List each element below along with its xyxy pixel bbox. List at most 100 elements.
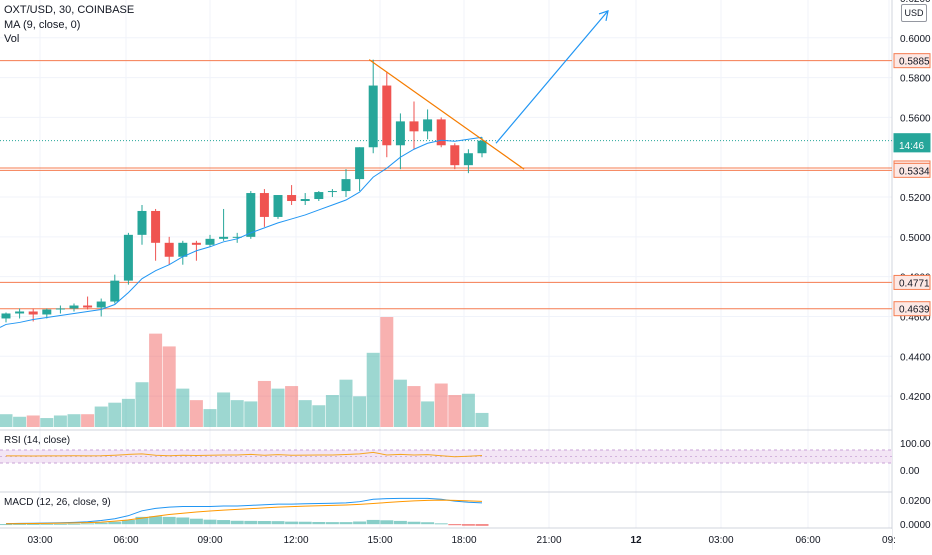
price-tick-label: 0.4600 (900, 312, 931, 323)
candle-body (1, 313, 11, 319)
candle[interactable] (42, 308, 52, 319)
macd-histogram-bar (149, 516, 163, 525)
candle-body (28, 311, 38, 315)
macd-histogram-bar (298, 521, 312, 525)
volume-bar (67, 414, 81, 427)
rsi-legend[interactable]: RSI (14, close) (4, 435, 71, 446)
price-tick-label: 0.5200 (900, 193, 931, 204)
candle[interactable] (368, 59, 378, 154)
candle[interactable] (55, 305, 65, 314)
candle-body (300, 199, 310, 202)
symbol-legend[interactable]: OXT/USD, 30, COINBASE (4, 4, 135, 16)
candle[interactable] (164, 236, 174, 265)
candle[interactable] (423, 109, 433, 140)
candle[interactable] (300, 193, 310, 205)
arrow-head (598, 9, 609, 22)
candle[interactable] (314, 191, 324, 202)
macd-histogram-bar (94, 522, 108, 525)
candle[interactable] (382, 71, 392, 158)
candle[interactable] (83, 296, 93, 310)
time-tick-label: 03:00 (708, 535, 733, 546)
macd-histogram-bar (271, 521, 285, 525)
volume-bar (257, 380, 271, 427)
candle-body (151, 210, 161, 243)
candle-body (287, 195, 297, 202)
candle[interactable] (477, 137, 487, 158)
volume-bar (189, 400, 203, 427)
candle-body (341, 179, 351, 192)
candle[interactable] (395, 113, 405, 170)
macd-histogram-bar (13, 523, 27, 525)
macd-histogram-bar (217, 520, 231, 525)
candle[interactable] (436, 117, 446, 148)
candle-body (273, 195, 283, 217)
macd-histogram-bar (434, 523, 448, 525)
candle[interactable] (409, 101, 419, 150)
macd-histogram-bar (26, 523, 40, 525)
candle-body (246, 193, 256, 237)
candle-body (477, 140, 487, 154)
candle-body (232, 236, 242, 238)
volume-bar (421, 401, 435, 427)
candle[interactable] (287, 185, 297, 205)
volume-bar (0, 414, 13, 427)
candle[interactable] (1, 312, 11, 323)
macd-histogram-bar (475, 524, 489, 526)
macd-histogram-bar (53, 523, 67, 525)
candle[interactable] (259, 189, 269, 227)
candle[interactable] (178, 240, 188, 265)
candle[interactable] (151, 208, 161, 261)
candle[interactable] (450, 143, 460, 170)
candle[interactable] (137, 204, 147, 245)
arrow-drawing[interactable] (495, 10, 609, 144)
volume-bar (393, 379, 407, 427)
macd-histogram-bar (421, 522, 435, 525)
candle[interactable] (463, 149, 473, 174)
price-tag-label: 0.5885 (899, 57, 930, 68)
macd-histogram-bar (81, 523, 95, 525)
time-tick-label: 18:00 (451, 535, 476, 546)
candle[interactable] (246, 191, 256, 239)
macd-histogram-bar (121, 519, 135, 525)
macd-legend[interactable]: MACD (12, 26, close, 9) (4, 497, 111, 508)
candle[interactable] (110, 274, 120, 304)
macd-histogram-bar (461, 524, 475, 526)
time-tick-label: 09: (882, 535, 896, 546)
candle-body (83, 305, 93, 308)
price-tag (893, 274, 931, 290)
candle[interactable] (205, 234, 215, 247)
candle[interactable] (273, 195, 283, 219)
ma-legend[interactable]: MA (9, close, 0) (4, 19, 81, 31)
time-tick-label: 03:00 (27, 535, 52, 546)
macd-line (5, 497, 483, 525)
volume-bar (53, 415, 67, 427)
time-tick-label: 09:00 (197, 535, 222, 546)
volume-bar (285, 386, 299, 427)
volume-bar (366, 352, 380, 427)
ma-line (0, 136, 483, 328)
time-tick-label: 21:00 (536, 535, 561, 546)
trendline-drawing[interactable] (368, 59, 525, 170)
macd-histogram-bar (108, 521, 122, 525)
candle[interactable] (341, 169, 351, 198)
signal-line (5, 499, 483, 525)
macd-histogram-bar (393, 520, 407, 525)
price-tag-label: 0.5334 (899, 166, 930, 177)
candle[interactable] (69, 303, 79, 312)
candle[interactable] (96, 298, 106, 317)
candle[interactable] (15, 308, 25, 319)
candle-body (327, 191, 337, 193)
macd-histogram-bar (448, 524, 462, 526)
candle[interactable] (327, 189, 337, 198)
candle[interactable] (232, 232, 242, 243)
candle-body (205, 238, 215, 245)
volume-legend[interactable]: Vol (4, 33, 20, 45)
time-tick-label: 15:00 (367, 535, 392, 546)
candle-body (423, 119, 433, 132)
candle[interactable] (355, 147, 365, 192)
volume-bar (407, 386, 421, 427)
candle[interactable] (123, 232, 133, 285)
currency-button[interactable]: USD (901, 4, 927, 22)
candle[interactable] (219, 208, 229, 241)
